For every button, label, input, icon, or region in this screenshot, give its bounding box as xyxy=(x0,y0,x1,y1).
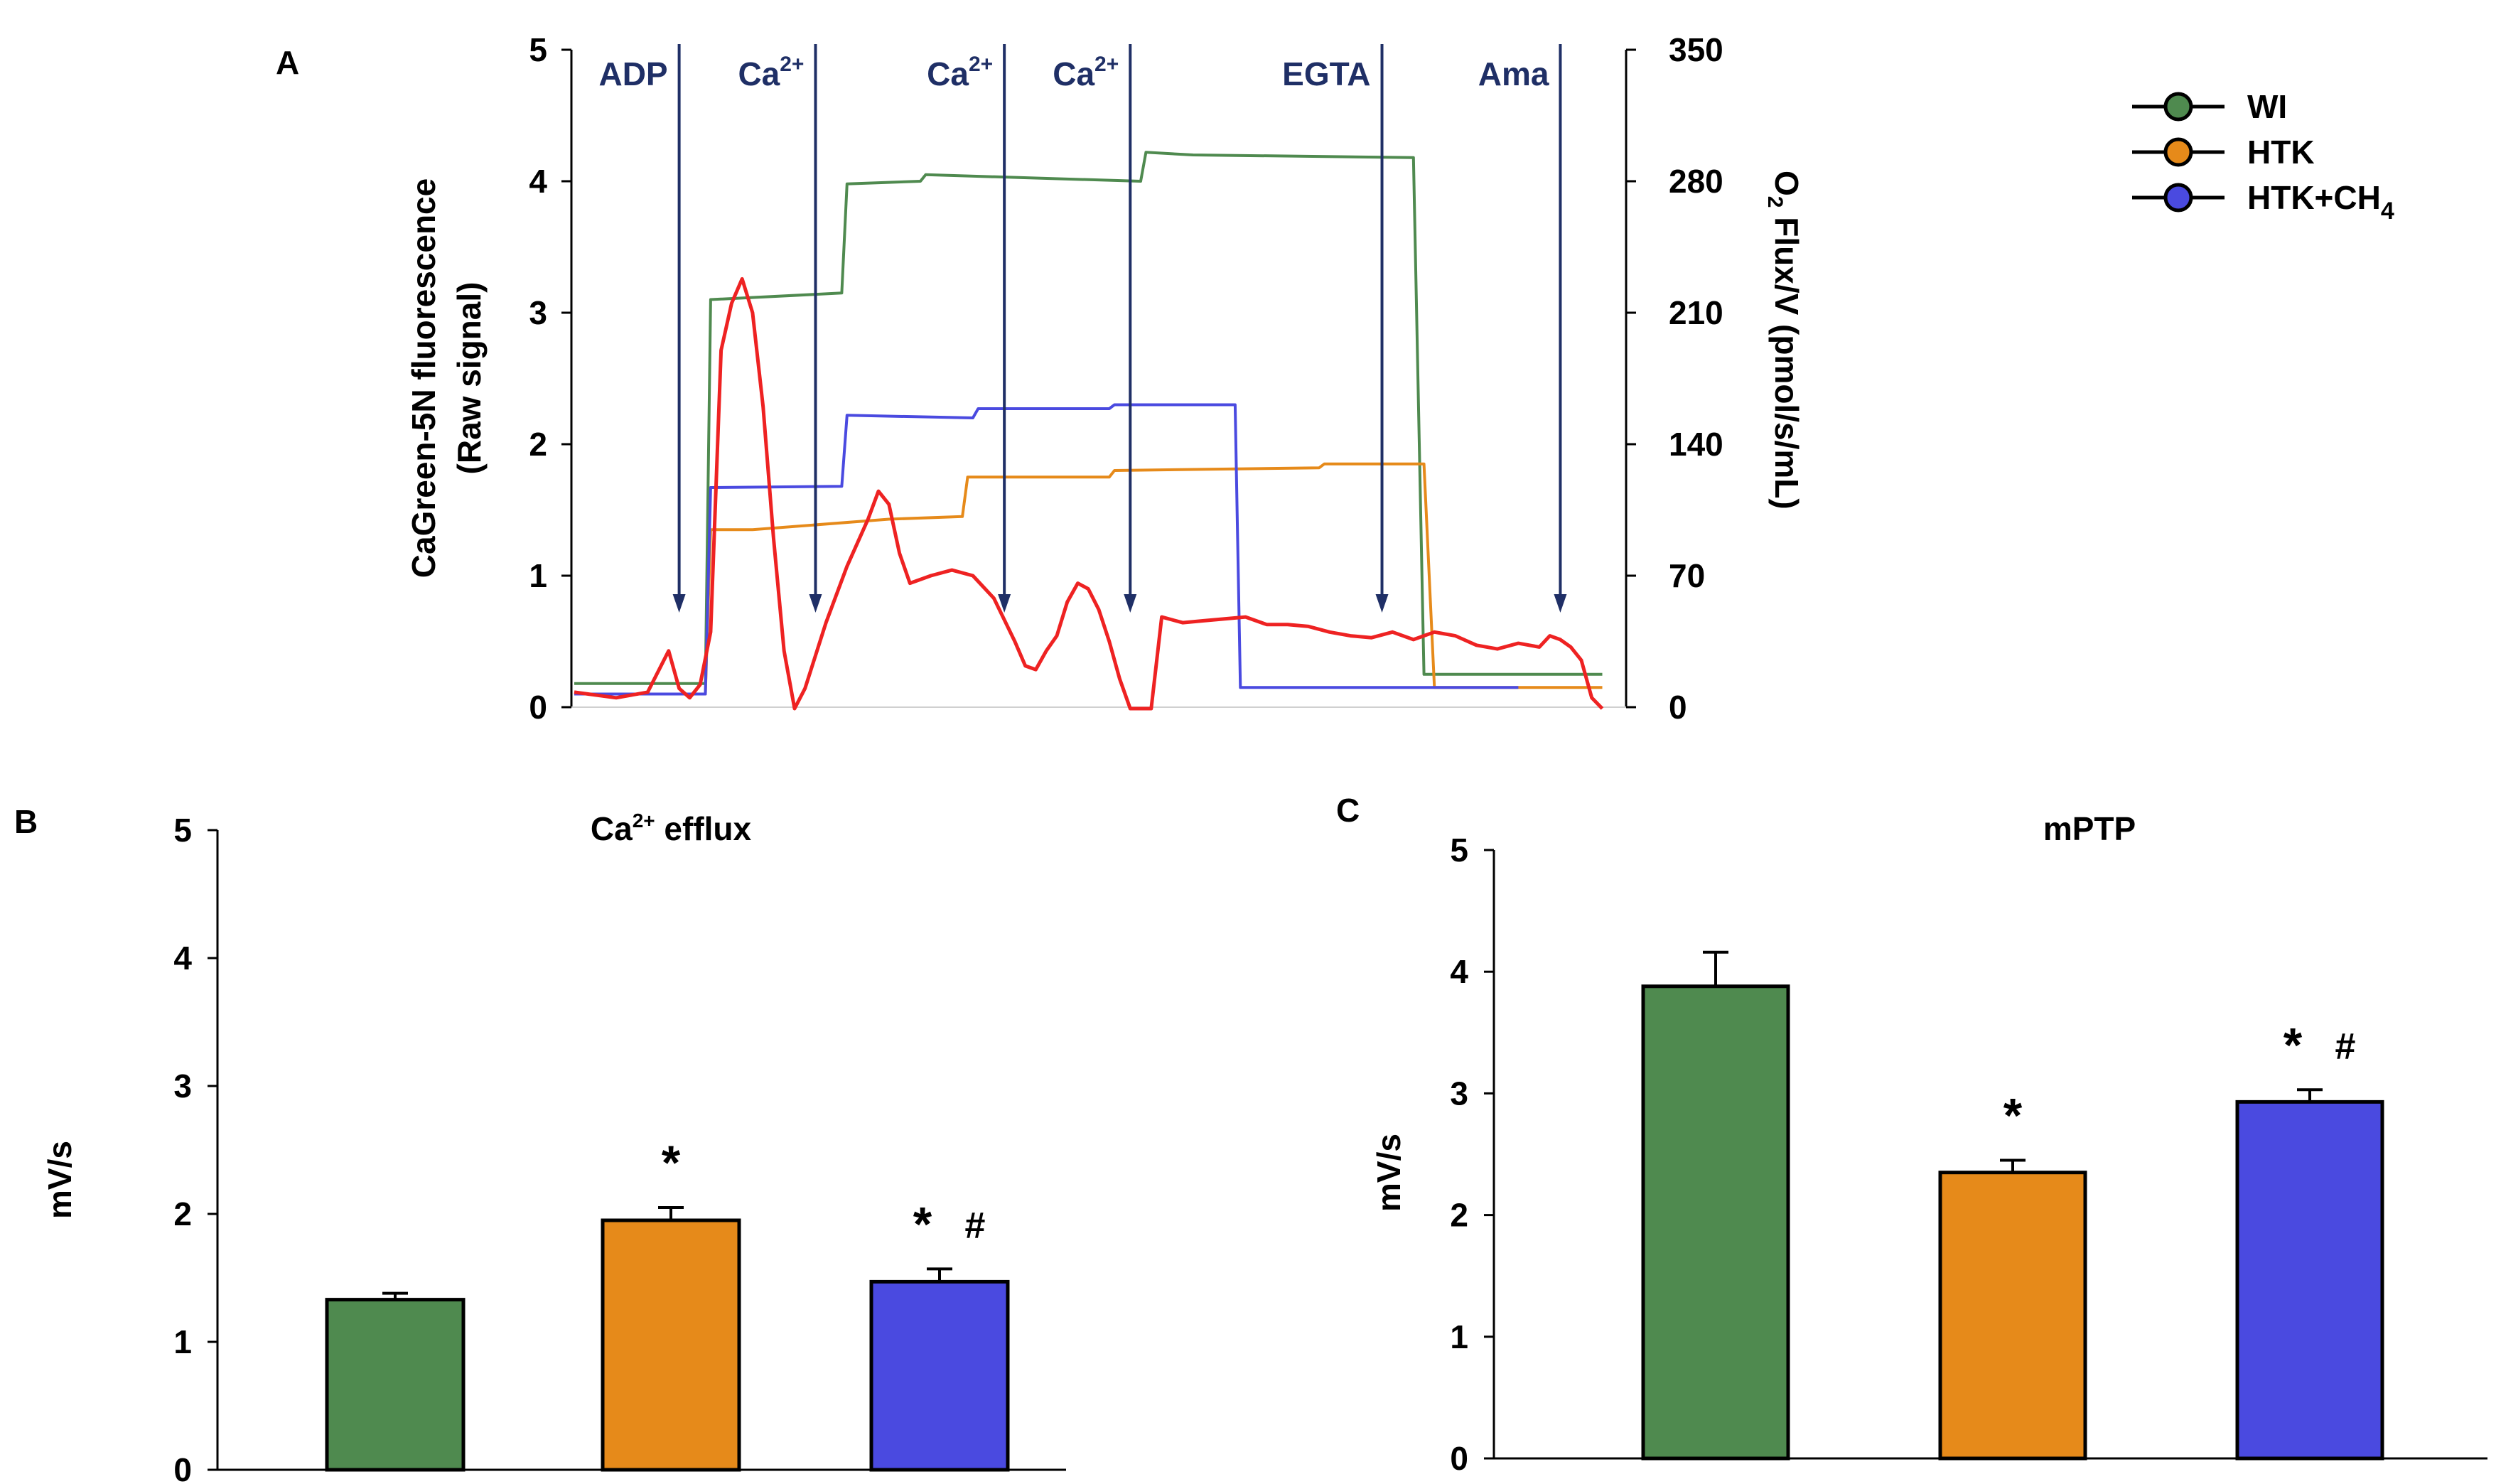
addition-arrowhead xyxy=(1554,594,1567,613)
addition-label: Ca2+ xyxy=(927,53,993,92)
addition-label-sup: 2+ xyxy=(969,53,993,76)
addition-label: Ca2+ xyxy=(1053,53,1119,92)
significance-star: * xyxy=(913,1197,932,1251)
legend: WI HTK HTK+CH4 xyxy=(2132,88,2394,225)
panel-a-right-tick-label: 0 xyxy=(1669,689,1687,726)
panel-a-left-tick-label: 3 xyxy=(529,294,547,331)
addition-label-sup: 2+ xyxy=(1094,53,1119,76)
panel-b-title-rest: efflux xyxy=(655,810,752,847)
significance-star: * xyxy=(662,1136,681,1190)
panel-b-bar-chart: Ca2+ efflux mV/s 0 1 2 3 4 5 * * # xyxy=(41,810,1066,1484)
panel-a-series-o2-flux xyxy=(574,276,1604,711)
significance-star: * xyxy=(2003,1089,2023,1143)
panel-a-left-tick-label: 1 xyxy=(529,557,547,594)
y-tick-label: 2 xyxy=(173,1195,192,1232)
panel-a-right-tick-label: 70 xyxy=(1669,557,1705,594)
y-tick-label: 3 xyxy=(1450,1075,1468,1112)
panel-a-series-htk xyxy=(574,462,1603,696)
significance-star: * xyxy=(2283,1018,2303,1072)
addition-label-sup: 2+ xyxy=(780,53,804,76)
addition-label-main: Ca xyxy=(1053,55,1094,92)
y-tick-label: 0 xyxy=(1450,1440,1468,1477)
addition-label-main: Ca xyxy=(738,55,780,92)
addition-label: Ca2+ xyxy=(738,53,804,92)
legend-label-main: HTK+CH xyxy=(2247,179,2381,216)
y-tick-label: 1 xyxy=(173,1323,192,1360)
y-tick-label: 4 xyxy=(173,940,192,977)
bar-wi xyxy=(1641,984,1790,1461)
panel-a-line-chart: CaGreen-5N fluorescence (Raw signal) O2 … xyxy=(405,31,1805,726)
legend-label-main: HTK xyxy=(2247,134,2315,171)
y-tick-label: 4 xyxy=(1450,953,1468,990)
panel-c-ylabel: mV/s xyxy=(1370,1134,1407,1212)
panel-a-right-ticks: 0 70 140 210 280 350 xyxy=(1626,31,1723,726)
addition-arrowhead xyxy=(998,594,1011,613)
addition-label: Ama xyxy=(1478,55,1549,92)
panel-a-left-tick-label: 4 xyxy=(529,163,547,200)
significance-hash: # xyxy=(2335,1026,2356,1067)
addition-label-main: EGTA xyxy=(1282,55,1370,92)
panel-a-left-tick-label: 5 xyxy=(529,31,547,68)
panel-c-bar-chart: mPTP mV/s 0 1 2 3 4 5 * * # xyxy=(1370,810,2487,1477)
legend-label-main: WI xyxy=(2247,88,2287,125)
bar-htk-ch4 xyxy=(869,1279,1010,1472)
o2-label: O xyxy=(1768,171,1805,196)
legend-marker xyxy=(2163,137,2193,167)
panel-c-title: mPTP xyxy=(2043,810,2136,847)
addition-arrowhead xyxy=(672,594,686,613)
bar-htk xyxy=(601,1218,741,1472)
panel-a-ylabel-left-1: CaGreen-5N fluorescence xyxy=(405,178,442,578)
addition-label-main: Ama xyxy=(1478,55,1549,92)
addition-label-main: Ca xyxy=(927,55,969,92)
legend-label: WI xyxy=(2247,88,2287,125)
panel-a-left-tick-label: 2 xyxy=(529,426,547,463)
o2-label-rest: Flux/V (pmol/s/mL) xyxy=(1768,208,1805,509)
bar-wi xyxy=(325,1298,466,1472)
panel-a-left-ticks: 0 1 2 3 4 5 xyxy=(529,31,571,726)
panel-a-left-tick-label: 0 xyxy=(529,689,547,726)
o2-subscript: 2 xyxy=(1763,196,1787,208)
panel-a-series-htk-ch4 xyxy=(574,403,1519,696)
legend-label-sub: 4 xyxy=(2381,198,2394,225)
panel-a-letter: A xyxy=(276,44,299,81)
panel-a-right-tick-label: 210 xyxy=(1669,294,1723,331)
panel-a-ylabel-right: O2 Flux/V (pmol/s/mL) xyxy=(1763,171,1805,510)
addition-arrowhead xyxy=(1375,594,1389,613)
addition-label: EGTA xyxy=(1282,55,1370,92)
panel-b-ylabel: mV/s xyxy=(41,1141,78,1219)
panel-a-series xyxy=(574,151,1604,711)
bar-htk xyxy=(1938,1171,2087,1461)
panel-b-title-ca: Ca xyxy=(591,810,633,847)
y-tick-label: 2 xyxy=(1450,1197,1468,1234)
legend-marker xyxy=(2163,183,2193,213)
panel-b-title-sup: 2+ xyxy=(633,810,655,832)
y-tick-label: 1 xyxy=(1450,1318,1468,1355)
panel-c-plot: 0 1 2 3 4 5 * * # xyxy=(1450,832,2487,1477)
panel-b-title: Ca2+ efflux xyxy=(591,810,752,847)
addition-arrowhead xyxy=(809,594,822,613)
panel-a-right-tick-label: 280 xyxy=(1669,163,1723,200)
y-tick-label: 3 xyxy=(173,1068,192,1104)
panel-a-additions: ADP Ca2+ Ca2+ Ca2+ EGTA Ama xyxy=(598,44,1567,613)
y-tick-label: 5 xyxy=(173,812,192,849)
legend-label: HTK+CH4 xyxy=(2247,179,2394,225)
y-tick-label: 5 xyxy=(1450,832,1468,869)
significance-hash: # xyxy=(965,1205,986,1246)
y-tick-label: 0 xyxy=(173,1451,192,1484)
panel-a-ylabel-left-2: (Raw signal) xyxy=(451,282,488,475)
panel-b-letter: B xyxy=(14,803,38,840)
bar-htk-ch4 xyxy=(2235,1099,2384,1461)
legend-label: HTK xyxy=(2247,134,2315,171)
panel-b-plot: 0 1 2 3 4 5 * * # xyxy=(173,812,1066,1484)
panel-c-letter: C xyxy=(1336,792,1360,829)
addition-arrowhead xyxy=(1124,594,1137,613)
panel-a-series-wi xyxy=(574,151,1603,685)
panel-a-right-tick-label: 140 xyxy=(1669,426,1723,463)
panel-a-right-tick-label: 350 xyxy=(1669,31,1723,68)
addition-label: ADP xyxy=(598,55,667,92)
legend-marker xyxy=(2163,92,2193,122)
addition-label-main: ADP xyxy=(598,55,667,92)
